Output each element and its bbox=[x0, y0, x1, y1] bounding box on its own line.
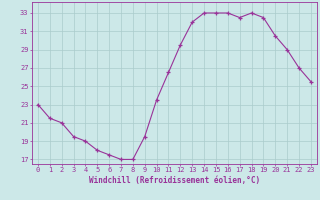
X-axis label: Windchill (Refroidissement éolien,°C): Windchill (Refroidissement éolien,°C) bbox=[89, 176, 260, 185]
